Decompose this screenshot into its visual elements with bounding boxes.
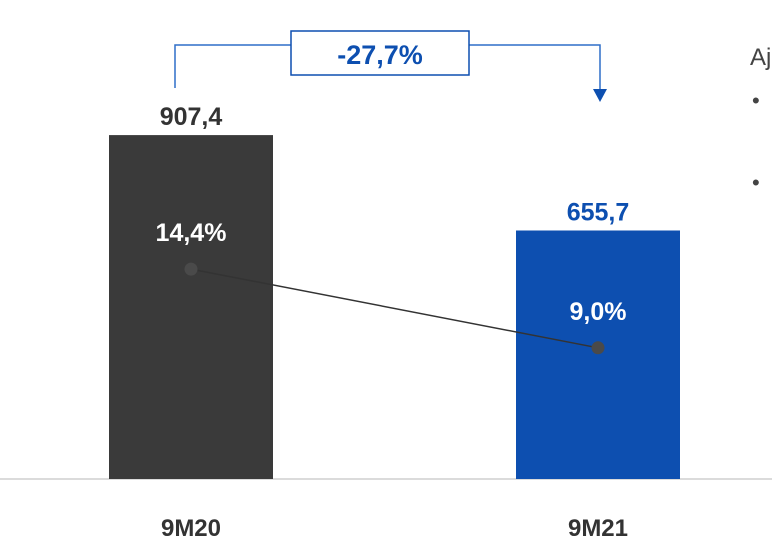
change-label-box — [290, 30, 470, 76]
trend-line — [190, 268, 599, 349]
side-bullet-2: • — [752, 170, 760, 195]
x-tick-label: 9M20 — [161, 515, 221, 539]
x-tick-label: 9M21 — [568, 515, 628, 539]
trend-point — [184, 262, 198, 276]
bar-value-label: 907,4 — [160, 103, 223, 131]
side-text-fragment: Aj — [750, 44, 772, 71]
change-label: -27,7% — [337, 40, 423, 70]
change-arrowhead-icon — [593, 89, 607, 102]
bar-9m21 — [516, 230, 680, 479]
bar-value-label: 655,7 — [567, 198, 630, 226]
trend-value-label: 9,0% — [570, 298, 627, 326]
bar-9m20 — [109, 135, 273, 479]
trend-point — [591, 341, 605, 355]
side-bullet-1: • — [752, 88, 760, 113]
trend-value-label: 14,4% — [156, 219, 227, 247]
